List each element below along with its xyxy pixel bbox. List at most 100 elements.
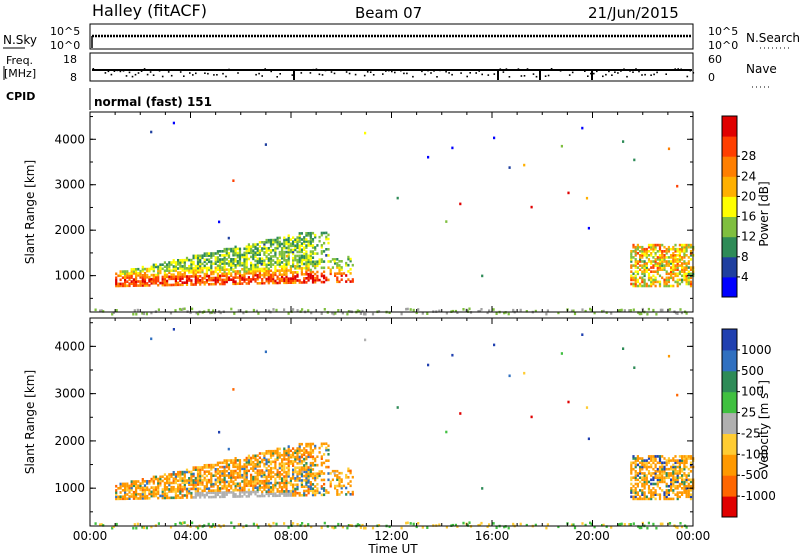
power-cell: [258, 269, 261, 273]
velocity-cell: [223, 484, 226, 488]
power-cell: [656, 262, 659, 265]
power-cell: [303, 246, 306, 249]
velocity-cell: [157, 490, 160, 493]
velocity-cell: [190, 477, 193, 480]
power-cell: [272, 238, 275, 242]
velocity-cell: [241, 495, 244, 498]
velocity-cell: [654, 457, 657, 460]
velocity-cell: [285, 451, 288, 455]
velocity-cell: [519, 522, 522, 526]
velocity-cell: [687, 474, 690, 477]
velocity-cell: [630, 487, 633, 490]
velocity-cell: [230, 521, 233, 525]
velocity-cell: [650, 491, 653, 494]
nave-point: [330, 71, 333, 73]
velocity-cell: [212, 491, 215, 495]
velocity-cell: [225, 474, 228, 477]
velocity-cell: [661, 455, 664, 458]
velocity-cell: [309, 487, 312, 490]
power-cell: [135, 272, 138, 275]
velocity-cell: [157, 496, 160, 500]
velocity-cell: [278, 454, 281, 457]
velocity-cell: [170, 488, 173, 491]
station-title: Halley (fitACF): [92, 1, 207, 20]
velocity-cell: [663, 493, 666, 496]
power-cell: [256, 277, 259, 281]
velocity-cell: [174, 473, 177, 476]
velocity-cell: [676, 491, 679, 494]
velocity-cell: [272, 452, 275, 455]
power-cell: [661, 266, 664, 269]
velocity-cell: [252, 522, 255, 526]
velocity-cell: [636, 478, 639, 482]
power-cell: [314, 260, 317, 264]
nave-point: [587, 75, 589, 77]
power-cell: [309, 234, 312, 237]
power-cell: [143, 274, 147, 277]
velocity-cell: [135, 484, 138, 488]
velocity-cell: [296, 462, 299, 465]
power-cell: [267, 279, 270, 283]
nave-label: Nave: [746, 62, 777, 76]
power-cell: [303, 273, 306, 276]
velocity-cell: [238, 465, 242, 468]
velocity-cell: [650, 457, 653, 460]
velocity-cell: [243, 482, 246, 485]
velocity-cell: [276, 468, 279, 472]
velocity-cell: [219, 487, 222, 490]
nave-point: [490, 69, 493, 71]
velocity-cell: [119, 497, 122, 501]
velocity-cell: [223, 478, 226, 482]
power-cell: [689, 266, 693, 269]
power-cell: [214, 256, 217, 259]
velocity-cell: [652, 493, 655, 496]
power-cell: [320, 312, 323, 315]
velocity-cell: [258, 486, 261, 489]
velocity-cell: [678, 482, 681, 486]
velocity-cell: [146, 482, 149, 485]
velocity-cell: [652, 461, 655, 465]
velocity-cell: [274, 477, 277, 481]
x-tick-label: 04:00: [173, 529, 208, 543]
power-cell: [232, 258, 235, 261]
power-cell: [203, 276, 206, 280]
velocity-cell: [678, 459, 681, 462]
velocity-cell: [661, 474, 664, 477]
velocity-cell: [265, 475, 268, 479]
power-cell: [121, 270, 124, 273]
velocity-cell: [238, 488, 242, 492]
velocity-cell: [241, 467, 244, 471]
velocity-cell: [214, 470, 217, 473]
velocity-cell: [261, 473, 264, 477]
velocity-cell: [305, 462, 308, 465]
power-cell: [663, 268, 666, 271]
power-cell: [283, 246, 286, 250]
velocity-cell: [258, 479, 261, 483]
power-cell: [303, 281, 306, 284]
velocity-cell: [174, 523, 177, 526]
velocity-cell: [232, 459, 235, 462]
velocity-cell: [311, 442, 315, 446]
velocity-colorbar-title: Velocity [m s-1]: [756, 380, 771, 470]
velocity-cell: [261, 452, 264, 455]
velocity-cell: [146, 494, 149, 498]
power-cell: [141, 278, 144, 281]
velocity-cell: [205, 463, 208, 467]
velocity-cell: [647, 521, 650, 525]
velocity-cell: [658, 457, 662, 460]
power-cell: [309, 272, 312, 276]
power-colorbar-segment: [722, 216, 737, 238]
power-cell: [252, 251, 255, 254]
power-cell: [256, 251, 259, 254]
velocity-cell: [159, 475, 162, 479]
velocity-cell: [276, 488, 279, 491]
velocity-cell: [238, 461, 242, 464]
velocity-cell: [654, 489, 657, 492]
power-cell: [672, 245, 675, 249]
velocity-cell: [192, 483, 195, 486]
velocity-cell: [214, 482, 217, 486]
power-cell: [645, 250, 648, 253]
velocity-cell: [130, 493, 133, 496]
power-cell: [216, 264, 219, 267]
